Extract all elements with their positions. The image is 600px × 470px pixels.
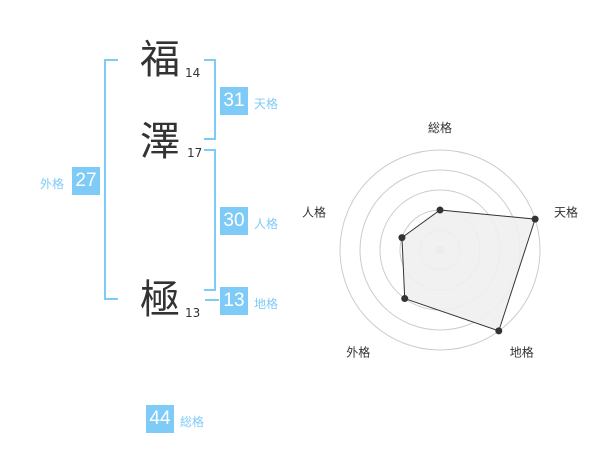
- chikaku-line: [205, 299, 219, 301]
- tenkaku-label: 天格: [254, 97, 279, 111]
- char-3: 極: [140, 277, 180, 323]
- soukaku-label: 総格: [180, 415, 205, 429]
- gaikaku-value: 27: [72, 167, 100, 195]
- jinkaku-label: 人格: [254, 217, 279, 231]
- strokes-3: 13: [185, 306, 201, 320]
- radar-point: [495, 327, 503, 335]
- char-1: 福: [140, 37, 180, 83]
- soukaku-value: 44: [146, 405, 174, 433]
- radar-area: [401, 209, 536, 332]
- radar-axis-label: 天格: [554, 204, 578, 219]
- chikaku-value: 13: [220, 287, 248, 315]
- radar-point: [398, 234, 406, 242]
- tenkaku-value: 31: [220, 87, 248, 115]
- radar-ring: [339, 149, 541, 351]
- radar-point: [401, 295, 409, 303]
- jinkaku-value: 30: [220, 207, 248, 235]
- gaikaku-label: 外格: [40, 177, 65, 191]
- strokes-1: 14: [185, 66, 201, 80]
- radar-axis-label: 総格: [428, 120, 452, 135]
- chikaku-label: 地格: [254, 297, 279, 311]
- radar-axis-label: 人格: [302, 204, 326, 219]
- radar-point: [531, 215, 539, 223]
- radar-axis-label: 地格: [510, 345, 534, 360]
- strokes-2: 17: [187, 146, 203, 160]
- radar-point: [436, 206, 444, 214]
- char-2: 澤: [140, 119, 180, 165]
- radar-axis-label: 外格: [346, 345, 370, 360]
